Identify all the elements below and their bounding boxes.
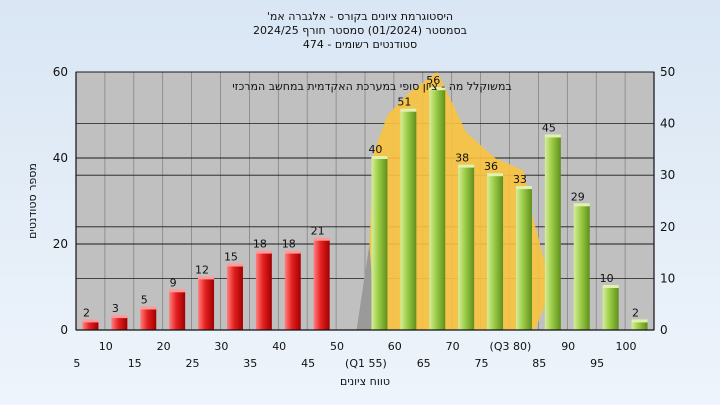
bar-value-label: 45	[542, 122, 556, 135]
histogram-bar-top	[487, 173, 504, 177]
bar-value-label: 10	[600, 272, 614, 285]
histogram-bar	[515, 188, 532, 330]
histogram-bar	[544, 136, 561, 330]
bar-value-label: 18	[282, 238, 296, 251]
histogram-bar	[400, 110, 417, 330]
bar-value-label: 40	[368, 143, 382, 156]
x-tick-label: 95	[590, 357, 604, 370]
x-tick-label: 70	[446, 340, 460, 353]
histogram-bar-top	[429, 87, 446, 91]
x-tick-label: (Q3 80)	[490, 340, 532, 353]
bar-value-label: 51	[397, 96, 411, 109]
histogram-bar-top	[255, 250, 272, 254]
histogram-bar-top	[371, 156, 388, 159]
x-tick-label: (Q1 55)	[345, 357, 387, 370]
bar-value-label: 15	[224, 251, 238, 264]
histogram-bar-top	[284, 250, 301, 254]
histogram-bar	[198, 278, 215, 330]
bar-value-label: 21	[311, 225, 325, 238]
x-tick-label: 45	[301, 357, 315, 370]
histogram-bar-top	[515, 186, 532, 190]
histogram-bar-top	[140, 306, 157, 310]
histogram-bar	[573, 205, 590, 330]
histogram-bar	[313, 239, 330, 330]
histogram-bar	[284, 252, 301, 330]
histogram-bar-top	[313, 237, 330, 241]
histogram-bar	[226, 265, 243, 330]
y2-tick-label: 20	[660, 220, 675, 234]
x-tick-label: 25	[186, 357, 200, 370]
bar-value-label: 3	[112, 302, 119, 315]
histogram-bar	[111, 317, 128, 330]
x-tick-label: 90	[561, 340, 575, 353]
histogram-bar	[371, 158, 388, 330]
histogram-bar	[602, 287, 619, 330]
histogram-bar-top	[544, 134, 561, 138]
chart-title: 'היסטוגרמת ציונים בקורס - אלגברה אמ	[266, 10, 454, 23]
histogram-bar	[487, 175, 504, 330]
y-axis-title: מספר סטודנטים	[26, 163, 39, 239]
histogram-bar-top	[111, 315, 128, 319]
histogram-bar	[82, 321, 99, 330]
histogram-bar	[169, 291, 186, 330]
histogram-bar	[140, 308, 157, 330]
bar-value-label: 36	[484, 160, 498, 173]
x-tick-label: 65	[417, 357, 431, 370]
x-tick-label: 75	[475, 357, 489, 370]
x-tick-label: 15	[128, 357, 142, 370]
y-tick-label: 0	[60, 323, 68, 337]
histogram-bar-top	[82, 319, 99, 323]
bar-value-label: 18	[253, 238, 267, 251]
bar-value-label: 9	[170, 276, 177, 289]
histogram-bar-top	[198, 276, 215, 280]
y2-tick-label: 10	[660, 271, 675, 285]
x-tick-label: 100	[616, 340, 637, 353]
x-tick-label: 40	[272, 340, 286, 353]
x-tick-label: 85	[532, 357, 546, 370]
histogram-bar	[255, 252, 272, 330]
bar-value-label: 38	[455, 152, 469, 165]
bar-value-label: 29	[571, 190, 585, 203]
y-tick-label: 40	[53, 151, 68, 165]
x-tick-label: 10	[99, 340, 113, 353]
histogram-bar-top	[573, 203, 590, 207]
bar-value-label: 5	[141, 294, 148, 307]
histogram-bar	[631, 321, 648, 330]
y2-tick-label: 30	[660, 168, 675, 182]
bar-value-label: 2	[83, 306, 90, 319]
y-tick-label: 60	[53, 65, 68, 79]
distribution-shade-edge	[356, 244, 376, 330]
x-tick-label: 20	[157, 340, 171, 353]
bar-value-label: 33	[513, 173, 527, 186]
y-tick-label: 20	[53, 237, 68, 251]
histogram-bar-top	[226, 263, 243, 267]
x-tick-label: 5	[73, 357, 80, 370]
histogram-bar-top	[458, 164, 475, 168]
y2-tick-label: 0	[660, 323, 668, 337]
histogram-bar-top	[400, 108, 417, 112]
chart-annotation: במשוקלל מה - ציון סופי במערכת האקדמית במ…	[232, 80, 512, 93]
histogram-bar	[458, 166, 475, 330]
x-tick-label: 50	[330, 340, 344, 353]
x-tick-label: 35	[243, 357, 257, 370]
histogram-bar-top	[631, 319, 648, 323]
chart-registered-count: 474 - סטודנטים רשומים	[302, 38, 418, 51]
y2-tick-label: 50	[660, 65, 675, 79]
histogram-bar-top	[602, 285, 619, 288]
bar-value-label: 2	[632, 306, 639, 319]
histogram-bar	[429, 89, 446, 330]
x-tick-label: 30	[214, 340, 228, 353]
bar-value-label: 56	[426, 74, 440, 87]
histogram-bar-top	[169, 289, 186, 293]
x-axis-title: טווח ציונים	[340, 375, 390, 388]
y2-tick-label: 40	[660, 117, 675, 131]
chart-subtitle: בסמסטר (01/2024) סמסטר חורף 2024/25	[253, 24, 467, 37]
x-tick-label: 60	[388, 340, 402, 353]
bar-value-label: 12	[195, 263, 209, 276]
